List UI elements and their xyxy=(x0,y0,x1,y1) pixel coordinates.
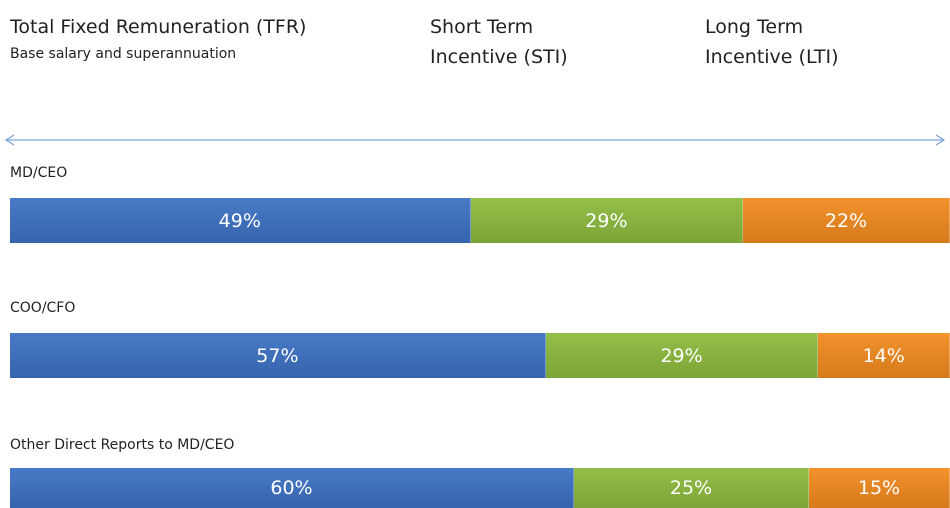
category-label: Other Direct Reports to MD/CEO xyxy=(10,437,235,453)
bar-row: 57% 29% 14% xyxy=(10,333,950,378)
series-header: Short Term Incentive (STI) xyxy=(430,16,568,68)
bar-segment: 60% xyxy=(10,468,574,508)
data-label: 25% xyxy=(669,477,713,499)
bar-segment: 25% xyxy=(574,468,809,508)
data-label: 29% xyxy=(660,344,703,367)
data-label: 22% xyxy=(824,209,868,232)
bar-segment: 57% xyxy=(10,333,546,378)
series-header: Long Term Incentive (LTI) xyxy=(705,16,839,68)
subtitle: Base salary and superannuation xyxy=(10,46,237,62)
series-header: Total Fixed Remuneration (TFR) xyxy=(10,16,307,38)
category-label: COO/CFO xyxy=(10,300,76,316)
bar-segment: 29% xyxy=(470,198,744,243)
bar-row: 49% 29% 22% xyxy=(10,198,950,243)
bar-row: 60% 25% 15% xyxy=(10,468,950,508)
data-label: 57% xyxy=(256,344,299,367)
arrow xyxy=(4,134,946,146)
bar-segment: 15% xyxy=(809,468,950,508)
data-label: 60% xyxy=(270,477,313,499)
data-label: 15% xyxy=(857,477,901,499)
data-label: 29% xyxy=(585,209,628,232)
bar-segment: 49% xyxy=(10,198,471,243)
bar-segment: 14% xyxy=(818,333,950,378)
data-label: 49% xyxy=(218,209,261,232)
data-label: 14% xyxy=(862,344,905,367)
bar-segment: 29% xyxy=(545,333,819,378)
category-label: MD/CEO xyxy=(10,165,68,181)
bar-segment: 22% xyxy=(743,198,950,243)
